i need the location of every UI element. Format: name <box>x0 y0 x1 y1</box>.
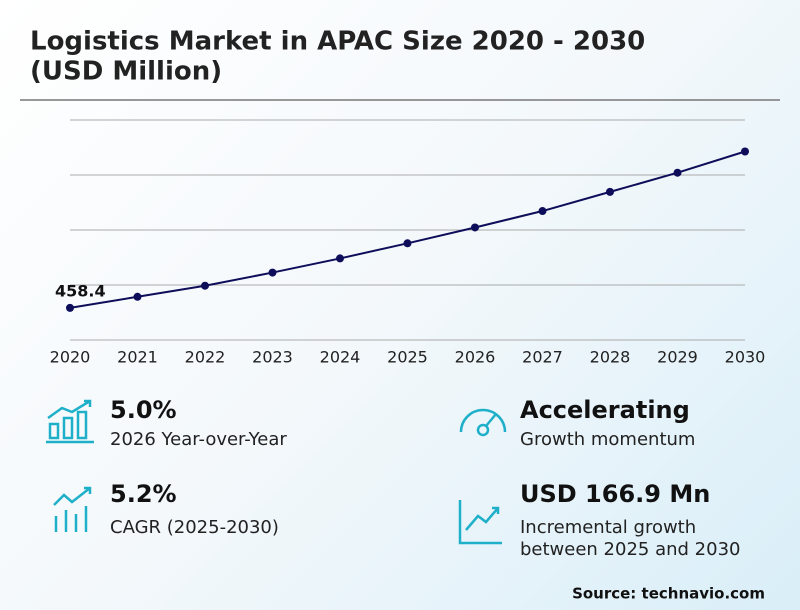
x-tick-label: 2021 <box>117 348 158 367</box>
x-tick-label: 2030 <box>725 348 766 367</box>
x-tick-label: 2023 <box>252 348 293 367</box>
point <box>741 147 749 156</box>
x-tick-label: 2024 <box>320 348 361 367</box>
x-tick-label: 2020 <box>50 348 91 367</box>
stat-value: 5.0% <box>110 396 177 424</box>
source: Source: technavio.com <box>572 585 765 603</box>
point <box>403 239 412 248</box>
stat-label: 2026 Year-over-Year <box>110 429 287 450</box>
trend-icon <box>53 486 92 532</box>
x-tick-label: 2022 <box>185 348 226 367</box>
point <box>606 187 614 196</box>
bar-chart-icon <box>46 399 94 444</box>
stat-value: USD 166.9 Mn <box>520 480 711 508</box>
value-label: 458.4 <box>55 281 106 300</box>
x-tick-label: 2028 <box>590 348 631 367</box>
x-tick-label: 2025 <box>387 348 428 367</box>
stat-value: Accelerating <box>520 396 690 424</box>
x-tick-label: 2029 <box>657 348 698 367</box>
chart-subtitle: (USD Million) <box>30 57 222 87</box>
point <box>336 254 344 263</box>
x-tick-label: 2027 <box>522 348 563 367</box>
growth-chart-icon <box>458 500 502 545</box>
stat-label: Incremental growth between 2025 and 2030 <box>520 517 741 560</box>
stat-value: 5.2% <box>110 480 177 508</box>
point <box>201 281 209 290</box>
icons <box>46 399 507 545</box>
stat-label: CAGR (2025-2030) <box>110 517 279 538</box>
gauge-icon <box>459 408 507 437</box>
point <box>133 292 142 301</box>
stat-label: Growth momentum <box>520 429 696 450</box>
point <box>538 207 547 216</box>
point <box>268 268 277 277</box>
point <box>673 168 682 177</box>
point <box>471 223 479 232</box>
x-tick-label: 2026 <box>455 348 496 367</box>
point <box>66 303 74 312</box>
chart-title: Logistics Market in APAC Size 2020 - 203… <box>30 27 645 57</box>
